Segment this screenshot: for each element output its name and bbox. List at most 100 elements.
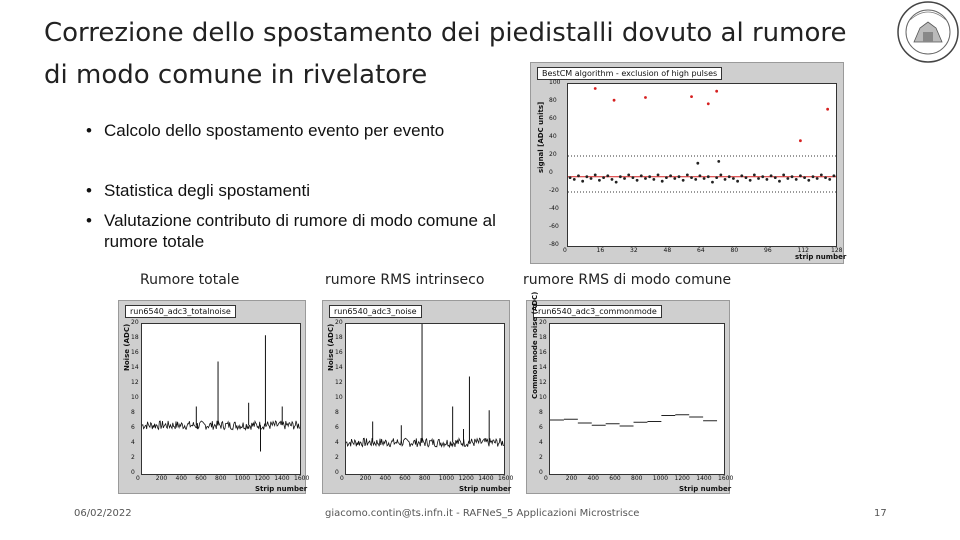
bullet-item: • Calcolo dello spostamento evento per ev… <box>86 121 445 140</box>
footer-page-number: 17 <box>874 508 887 519</box>
data-point <box>652 178 656 181</box>
y-tick-label: 18 <box>335 334 343 341</box>
x-tick-label: 0 <box>544 475 548 482</box>
y-tick-label: 40 <box>549 133 557 140</box>
data-point <box>623 177 626 180</box>
data-point <box>819 173 823 177</box>
y-tick-label: 14 <box>539 364 547 371</box>
plot-label-intrinsic: rumore RMS intrinseco <box>325 272 485 288</box>
data-point <box>769 174 773 178</box>
data-point <box>748 178 752 182</box>
y-axis-label: Common mode noise (ADC) <box>531 291 539 399</box>
y-tick-label: 6 <box>131 424 135 431</box>
y-tick-label: 4 <box>539 439 543 446</box>
y-tick-label: 16 <box>131 349 139 356</box>
data-point <box>773 176 777 179</box>
y-tick-label: 20 <box>335 319 343 326</box>
y-tick-label: 16 <box>539 349 547 356</box>
data-point <box>832 174 836 178</box>
plot-area <box>567 83 837 247</box>
y-tick-label: 10 <box>539 394 547 401</box>
x-tick-label: 0 <box>340 475 344 482</box>
data-point <box>585 175 589 179</box>
x-tick-label: 1200 <box>674 475 690 482</box>
x-tick-label: 400 <box>587 475 599 482</box>
y-tick-label: 6 <box>539 424 543 431</box>
data-point <box>826 107 830 111</box>
data-point <box>660 179 664 183</box>
data-point <box>656 173 660 177</box>
chart-title: run6540_adc3_noise <box>329 305 422 318</box>
x-axis-label: Strip number <box>255 485 308 493</box>
x-tick-label: 1400 <box>696 475 712 482</box>
data-point <box>696 161 700 165</box>
y-tick-label: -20 <box>549 187 559 194</box>
data-point <box>568 176 572 179</box>
y-tick-label: 16 <box>335 349 343 356</box>
y-tick-label: 18 <box>131 334 139 341</box>
data-point <box>786 177 790 180</box>
y-tick-label: 10 <box>131 394 139 401</box>
university-seal-icon <box>896 0 960 64</box>
data-point <box>698 174 702 178</box>
x-tick-label: 200 <box>565 475 578 482</box>
data-point <box>673 177 677 180</box>
x-axis-label: strip number <box>795 253 847 261</box>
data-point <box>727 175 731 179</box>
intrinsic-noise-chart: run6540_adc3_noise Noise (ADC) Strip num… <box>322 300 514 494</box>
x-tick-label: 800 <box>215 475 227 482</box>
data-point <box>723 178 727 181</box>
data-point <box>799 174 802 178</box>
x-tick-label: 1600 <box>498 475 514 482</box>
bullet-glyph: • <box>86 211 92 230</box>
data-point <box>681 178 685 182</box>
noise-trace <box>141 419 301 431</box>
data-point <box>577 174 580 178</box>
y-tick-label: 80 <box>549 97 557 104</box>
plot-area <box>345 323 505 475</box>
data-point <box>639 174 643 178</box>
slide-title: Correzione dello spostamento dei piedist… <box>44 18 847 90</box>
x-tick-label: 400 <box>175 475 187 482</box>
bullet-item: • Valutazione contributo di rumore di mod… <box>86 211 496 251</box>
data-point <box>602 176 605 179</box>
data-point <box>644 177 647 180</box>
data-point <box>644 96 647 99</box>
footer-center: giacomo.contin@ts.infn.it - RAFNeS_5 App… <box>325 508 640 519</box>
x-tick-label: 1400 <box>274 475 290 482</box>
x-tick-label: 400 <box>379 475 391 482</box>
x-tick-label: 1600 <box>294 475 310 482</box>
x-tick-label: 1000 <box>234 475 251 482</box>
plot-label-total: Rumore totale <box>140 272 240 288</box>
data-point <box>631 176 635 179</box>
data-point <box>606 174 610 178</box>
data-point <box>690 95 693 98</box>
chart-title: BestCM algorithm - exclusion of high pul… <box>537 67 723 80</box>
data-point <box>610 178 614 181</box>
x-tick-label: 32 <box>630 247 638 254</box>
data-point <box>744 176 748 179</box>
data-point <box>803 176 806 179</box>
x-axis-label: Strip number <box>459 485 512 493</box>
data-point <box>612 98 616 102</box>
x-tick-label: 200 <box>155 475 168 482</box>
data-point <box>581 179 585 183</box>
x-tick-label: 48 <box>663 247 672 254</box>
data-point <box>719 173 723 177</box>
footer-date: 06/02/2022 <box>74 508 132 519</box>
data-point <box>648 175 652 179</box>
data-point <box>740 174 744 178</box>
data-point <box>828 178 832 181</box>
y-tick-label: 12 <box>131 379 139 386</box>
x-tick-label: 600 <box>609 475 621 482</box>
x-tick-label: 1000 <box>652 475 669 482</box>
data-point <box>598 178 601 182</box>
data-point <box>614 180 618 184</box>
y-tick-label: 2 <box>539 454 543 461</box>
common-mode-noise-chart: run6540_adc3_commonmode Common mode nois… <box>526 292 733 494</box>
data-point <box>757 177 760 180</box>
data-point <box>690 176 693 179</box>
data-point <box>711 180 714 184</box>
chart-title: run6540_adc3_totalnoise <box>125 305 236 318</box>
data-point <box>715 89 719 93</box>
